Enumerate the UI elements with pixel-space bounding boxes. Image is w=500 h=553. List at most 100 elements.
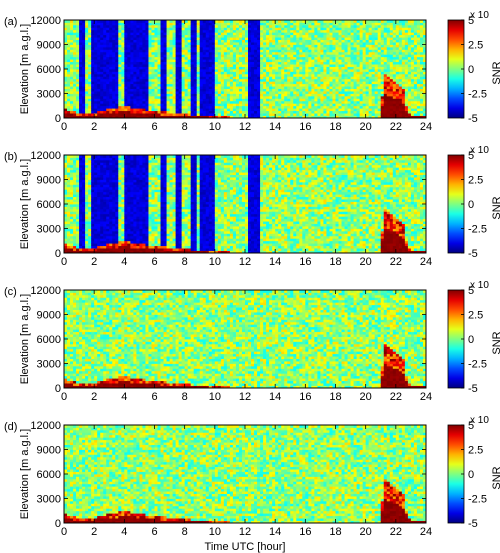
colorbar-label: SNR: [491, 466, 500, 489]
x-tick-label: 0: [61, 256, 67, 268]
colorbar-tick-label: 5: [468, 420, 474, 432]
x-tick-label: 0: [61, 121, 67, 133]
y-tick-label: 12000: [30, 420, 61, 432]
x-tick-label: 24: [420, 526, 432, 538]
x-tick-label: 20: [360, 121, 372, 133]
colorbar-exponent: x 10: [470, 10, 489, 21]
x-tick-label: 0: [61, 526, 67, 538]
snr-heatmap: [64, 20, 427, 119]
x-tick-label: 20: [360, 391, 372, 403]
colorbar-tick-label: -5: [468, 518, 478, 530]
panel-a: 0 2 4 6 8 10 12 14 16 18 20 22 24030006000900012000(…: [4, 10, 500, 133]
x-tick-label: 16: [299, 256, 311, 268]
y-tick-label: 6000: [37, 334, 61, 346]
y-tick-label: 6000: [37, 199, 61, 211]
snr-heatmap: [64, 425, 427, 524]
x-tick-label: 4: [121, 121, 127, 133]
x-tick-label: 24: [420, 391, 432, 403]
panel-label: (d): [4, 421, 17, 433]
x-tick-label: 22: [390, 256, 402, 268]
x-tick-label: 10: [209, 121, 221, 133]
colorbar-tick-label: 0: [468, 469, 474, 481]
y-axis-label: Elevation [m a.g.l.]: [19, 429, 31, 520]
x-tick-label: 22: [390, 391, 402, 403]
y-tick-label: 9000: [37, 310, 61, 322]
x-tick-label: 8: [182, 256, 188, 268]
y-tick-label: 0: [55, 248, 61, 260]
x-tick-label: 2: [91, 256, 97, 268]
x-tick-label: 12: [239, 391, 251, 403]
colorbar-tick-label: -5: [468, 383, 478, 395]
x-tick-label: 16: [299, 526, 311, 538]
x-tick-label: 12: [239, 121, 251, 133]
colorbar-label: SNR: [491, 196, 500, 219]
x-tick-label: 2: [91, 121, 97, 133]
x-tick-label: 12: [239, 526, 251, 538]
x-tick-label: 10: [209, 391, 221, 403]
x-tick-label: 22: [390, 121, 402, 133]
x-tick-label: 16: [299, 391, 311, 403]
x-tick-label: 0: [61, 391, 67, 403]
y-axis-label: Elevation [m a.g.l.]: [19, 294, 31, 385]
colorbar-tick-label: 2.5: [468, 175, 483, 187]
colorbar-tick-label: -5: [468, 113, 478, 125]
x-tick-label: 24: [420, 256, 432, 268]
y-tick-label: 12000: [30, 150, 61, 162]
y-tick-label: 3000: [37, 359, 61, 371]
y-tick-label: 0: [55, 383, 61, 395]
colorbar-exponent: x 10: [470, 415, 489, 426]
colorbar-exponent: x 10: [470, 280, 489, 291]
x-tick-label: 10: [209, 256, 221, 268]
colorbar-tick-label: -2.5: [468, 494, 487, 506]
x-tick-label: 18: [329, 391, 341, 403]
y-tick-label: 9000: [37, 445, 61, 457]
y-tick-label: 6000: [37, 64, 61, 76]
colorbar-tick-label: 0: [468, 199, 474, 211]
x-tick-label: 2: [91, 391, 97, 403]
x-tick-label: 14: [269, 391, 281, 403]
y-tick-label: 6000: [37, 469, 61, 481]
x-tick-label: 20: [360, 526, 372, 538]
y-axis-label: Elevation [m a.g.l.]: [19, 24, 31, 115]
colorbar-label: SNR: [491, 331, 500, 354]
y-tick-label: 3000: [37, 224, 61, 236]
y-axis-label: Elevation [m a.g.l.]: [19, 159, 31, 250]
colorbar-tick-label: -2.5: [468, 359, 487, 371]
panel-label: (a): [4, 16, 17, 28]
colorbar-tick-label: 5: [468, 285, 474, 297]
x-tick-label: 20: [360, 256, 372, 268]
colorbar-tick-label: 0: [468, 64, 474, 76]
x-tick-label: 4: [121, 256, 127, 268]
colorbar-tick-label: 0: [468, 334, 474, 346]
x-tick-label: 8: [182, 526, 188, 538]
x-tick-label: 18: [329, 121, 341, 133]
x-tick-label: 14: [269, 526, 281, 538]
y-tick-label: 9000: [37, 40, 61, 52]
colorbar-tick-label: 2.5: [468, 310, 483, 322]
x-tick-label: 22: [390, 526, 402, 538]
panel-b: 0 2 4 6 8 10 12 14 16 18 20 22 24030006000900012000(…: [4, 145, 500, 268]
x-tick-label: 14: [269, 256, 281, 268]
snr-heatmap: [64, 155, 427, 254]
panel-c: 0 2 4 6 8 10 12 14 16 18 20 22 24030006000900012000(…: [4, 280, 500, 403]
x-tick-label: 6: [151, 391, 157, 403]
colorbar-tick-label: 5: [468, 15, 474, 27]
colorbar-label: SNR: [491, 61, 500, 84]
x-tick-label: 6: [151, 121, 157, 133]
x-tick-label: 8: [182, 121, 188, 133]
snr-heatmap: [64, 290, 427, 389]
colorbar-tick-label: 5: [468, 150, 474, 162]
y-tick-label: 12000: [30, 15, 61, 27]
panel-label: (b): [4, 151, 17, 163]
x-tick-label: 16: [299, 121, 311, 133]
x-tick-label: 24: [420, 121, 432, 133]
y-tick-label: 0: [55, 518, 61, 530]
colorbar-tick-label: 2.5: [468, 445, 483, 457]
x-tick-label: 18: [329, 526, 341, 538]
colorbar-tick-label: -2.5: [468, 89, 487, 101]
x-tick-label: 18: [329, 256, 341, 268]
y-tick-label: 12000: [30, 285, 61, 297]
colorbar-tick-label: -2.5: [468, 224, 487, 236]
colorbar-tick-label: 2.5: [468, 40, 483, 52]
